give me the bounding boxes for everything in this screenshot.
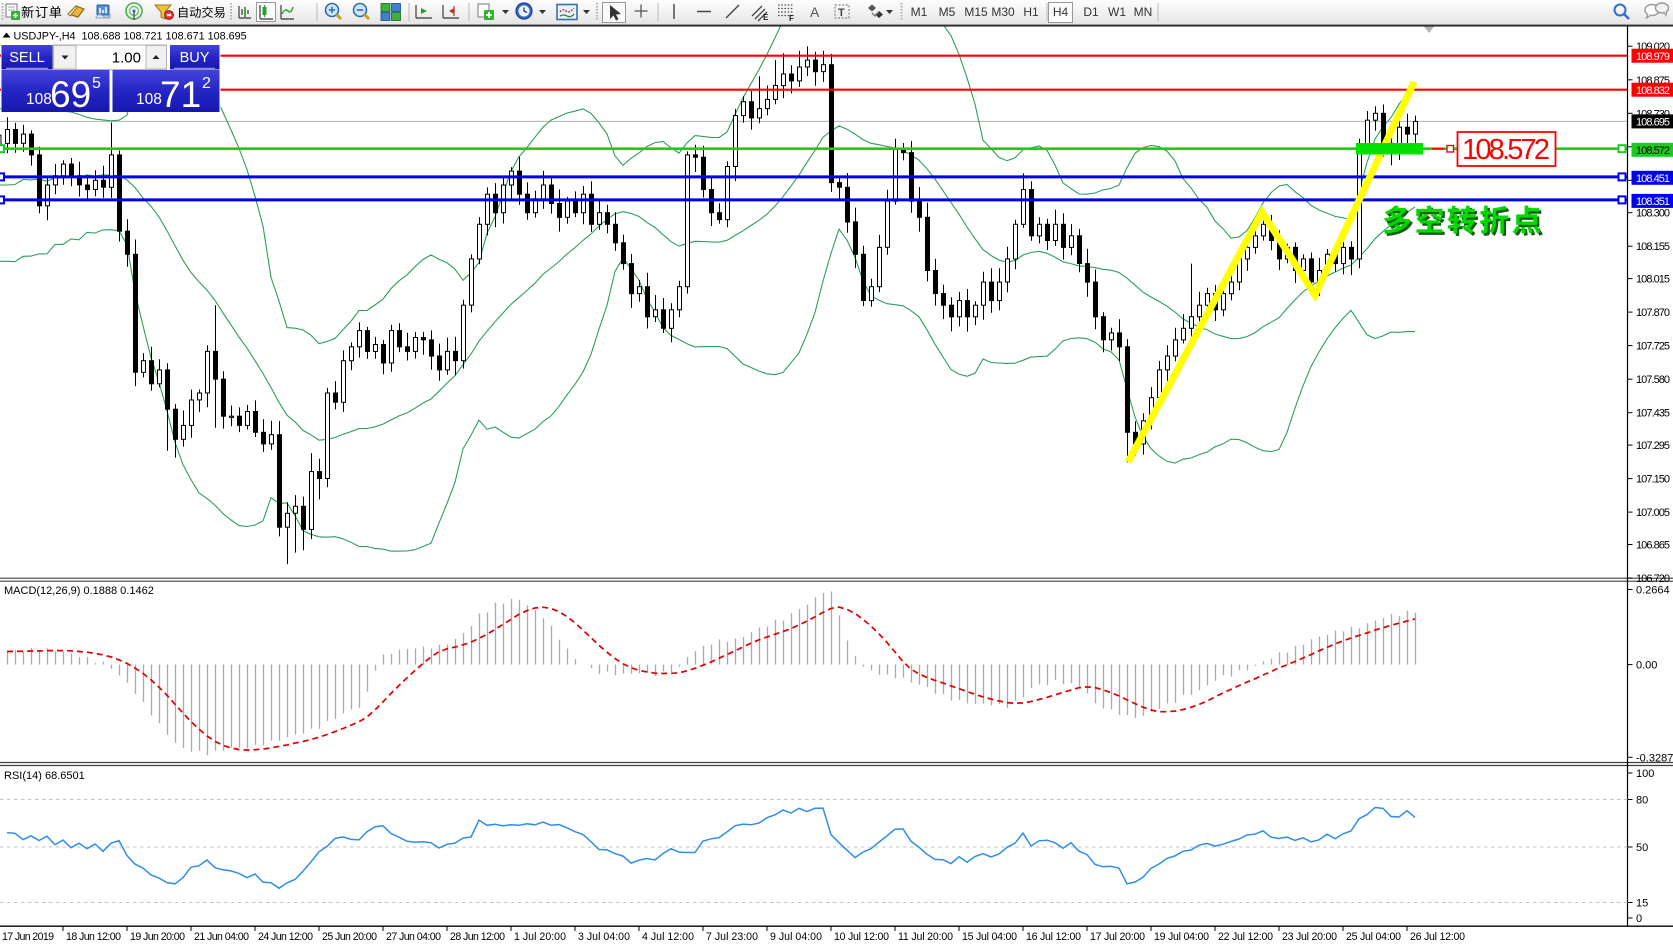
- svg-text:71: 71: [160, 74, 201, 115]
- svg-text:108.351: 108.351: [1636, 196, 1670, 208]
- svg-text:F: F: [789, 14, 794, 23]
- svg-text:24 Jun 12:00: 24 Jun 12:00: [258, 931, 313, 943]
- svg-text:108.300: 108.300: [1636, 208, 1670, 220]
- svg-text:1 Jul 20:00: 1 Jul 20:00: [514, 931, 566, 943]
- svg-text:M30: M30: [991, 5, 1015, 19]
- svg-text:1.00: 1.00: [112, 50, 141, 67]
- svg-text:7 Jul 23:00: 7 Jul 23:00: [706, 931, 758, 943]
- svg-text:106.865: 106.865: [1636, 540, 1670, 552]
- svg-text:16 Jul 12:00: 16 Jul 12:00: [1026, 931, 1081, 943]
- svg-text:23 Jul 20:00: 23 Jul 20:00: [1282, 931, 1337, 943]
- svg-text:21 Jun 04:00: 21 Jun 04:00: [194, 931, 249, 943]
- svg-text:USDJPY-,H4 108.688 108.721 10: USDJPY-,H4 108.688 108.721 108.671 108.6…: [14, 31, 247, 43]
- svg-text:0.00: 0.00: [1636, 660, 1657, 672]
- svg-text:15: 15: [1636, 898, 1648, 910]
- svg-text:W1: W1: [1108, 5, 1126, 19]
- svg-text:27 Jun 04:00: 27 Jun 04:00: [386, 931, 441, 943]
- svg-text:108.155: 108.155: [1636, 241, 1670, 253]
- svg-text:MN: MN: [1134, 5, 1153, 19]
- svg-text:107.005: 107.005: [1636, 507, 1670, 519]
- svg-text:M5: M5: [939, 5, 956, 19]
- svg-text:108.832: 108.832: [1636, 85, 1670, 97]
- svg-text:T: T: [838, 7, 845, 19]
- svg-text:69: 69: [50, 74, 91, 115]
- svg-text:107.150: 107.150: [1636, 474, 1670, 486]
- svg-text:0.2664: 0.2664: [1636, 585, 1670, 597]
- svg-text:107.580: 107.580: [1636, 374, 1670, 386]
- svg-text:107.870: 107.870: [1636, 307, 1670, 319]
- svg-text:M15: M15: [964, 5, 988, 19]
- svg-text:17 Jun 2019: 17 Jun 2019: [2, 931, 54, 943]
- svg-text:RSI(14) 68.6501: RSI(14) 68.6501: [4, 770, 85, 782]
- svg-text:106.720: 106.720: [1636, 573, 1670, 585]
- svg-text:H1: H1: [1023, 5, 1039, 19]
- svg-text:107.435: 107.435: [1636, 408, 1670, 420]
- svg-text:100: 100: [1636, 768, 1654, 780]
- svg-text:18 Jun 12:00: 18 Jun 12:00: [66, 931, 121, 943]
- svg-text:26 Jul 12:00: 26 Jul 12:00: [1410, 931, 1465, 943]
- svg-text:108.695: 108.695: [1636, 117, 1670, 129]
- svg-text:D1: D1: [1083, 5, 1099, 19]
- svg-text:19 Jun 20:00: 19 Jun 20:00: [130, 931, 185, 943]
- svg-text:3 Jul 04:00: 3 Jul 04:00: [578, 931, 630, 943]
- svg-text:SELL: SELL: [9, 50, 44, 66]
- svg-text:5: 5: [92, 75, 101, 92]
- svg-text:108.451: 108.451: [1636, 173, 1670, 185]
- svg-text:108: 108: [136, 91, 162, 108]
- svg-text:A: A: [810, 4, 820, 20]
- svg-text:22 Jul 12:00: 22 Jul 12:00: [1218, 931, 1273, 943]
- svg-text:80: 80: [1636, 795, 1648, 807]
- svg-text:9 Jul 04:00: 9 Jul 04:00: [770, 931, 822, 943]
- svg-text:108.572: 108.572: [1636, 145, 1670, 157]
- svg-text:108.979: 108.979: [1636, 51, 1670, 63]
- svg-text:107.725: 107.725: [1636, 341, 1670, 353]
- svg-text:11 Jul 20:00: 11 Jul 20:00: [898, 931, 953, 943]
- svg-text:BUY: BUY: [180, 50, 210, 66]
- svg-text:19 Jul 04:00: 19 Jul 04:00: [1154, 931, 1209, 943]
- svg-text:25 Jul 04:00: 25 Jul 04:00: [1346, 931, 1401, 943]
- svg-text:M1: M1: [911, 5, 928, 19]
- svg-text:-0.3287: -0.3287: [1636, 752, 1673, 764]
- svg-text:H4: H4: [1053, 5, 1069, 19]
- svg-text:4 Jul 12:00: 4 Jul 12:00: [642, 931, 694, 943]
- svg-text:28 Jun 12:00: 28 Jun 12:00: [450, 931, 505, 943]
- svg-text:25 Jun 20:00: 25 Jun 20:00: [322, 931, 377, 943]
- svg-text:E: E: [763, 13, 769, 22]
- svg-text:108.572: 108.572: [1462, 134, 1550, 166]
- svg-text:50: 50: [1636, 842, 1648, 854]
- svg-text:108.015: 108.015: [1636, 274, 1670, 286]
- svg-text:17 Jul 20:00: 17 Jul 20:00: [1090, 931, 1145, 943]
- svg-text:108: 108: [26, 91, 52, 108]
- svg-text:0: 0: [1636, 913, 1642, 925]
- svg-text:10 Jul 12:00: 10 Jul 12:00: [834, 931, 889, 943]
- svg-text:107.295: 107.295: [1636, 440, 1670, 452]
- svg-text:MACD(12,26,9) 0.1888 0.1462: MACD(12,26,9) 0.1888 0.1462: [4, 585, 154, 597]
- svg-text:2: 2: [202, 75, 211, 92]
- svg-text:15 Jul 04:00: 15 Jul 04:00: [962, 931, 1017, 943]
